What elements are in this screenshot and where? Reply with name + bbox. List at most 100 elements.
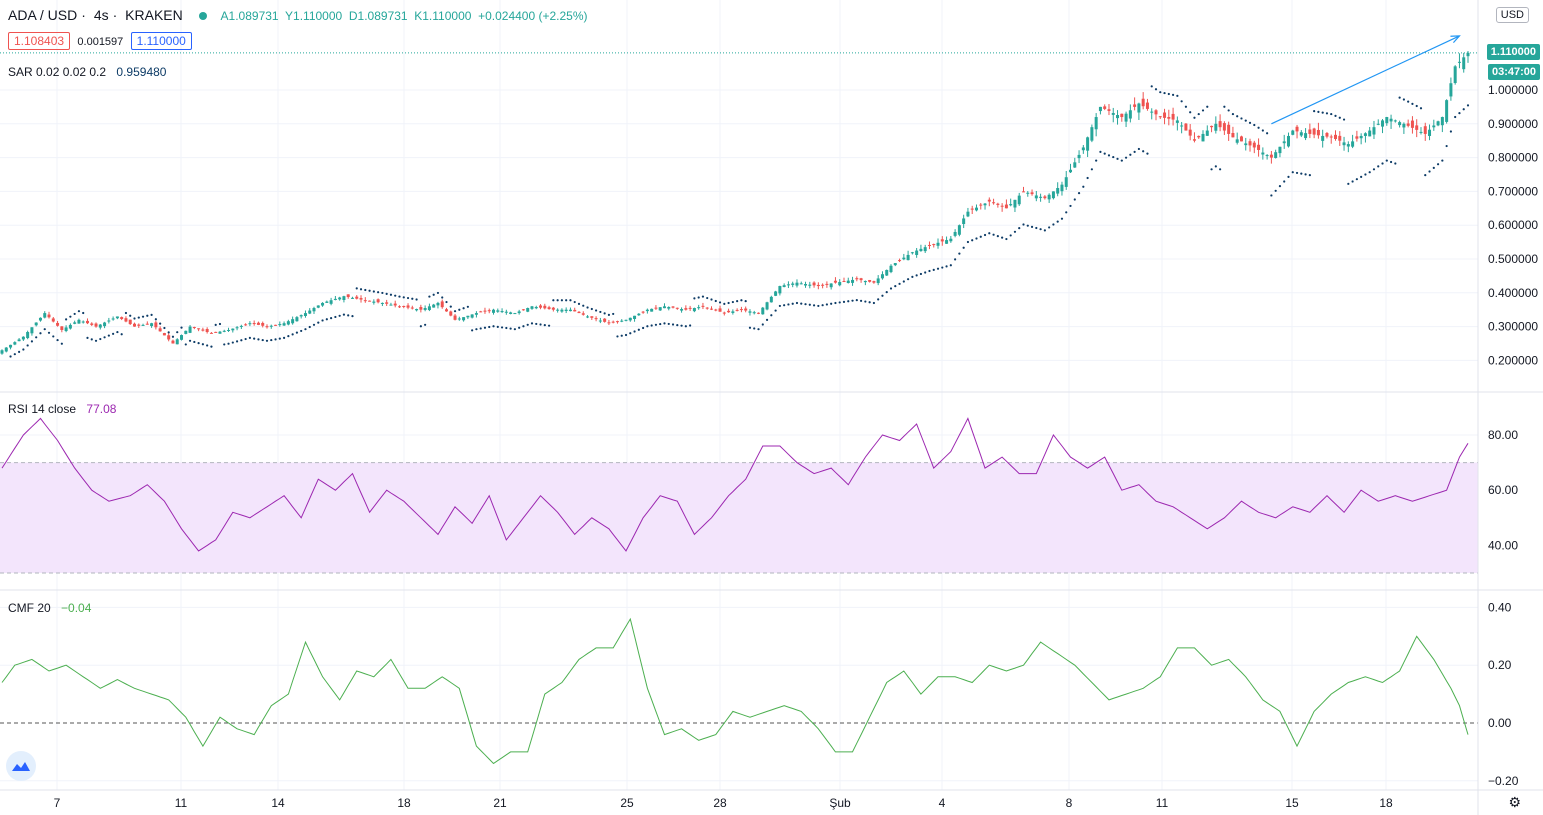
tradingview-logo-icon[interactable] <box>6 751 36 781</box>
candle-body <box>1440 117 1444 126</box>
buy-price-box[interactable]: 1.110000 <box>130 32 192 50</box>
gear-icon[interactable]: ⚙ <box>1508 794 1521 810</box>
sar-dot <box>475 328 478 331</box>
candle-body <box>1009 204 1013 206</box>
candle <box>795 279 799 288</box>
candle-body <box>1423 126 1427 134</box>
candle <box>949 235 953 243</box>
candle <box>1368 126 1372 137</box>
candle <box>769 295 773 303</box>
sar-dot <box>402 296 405 299</box>
sar-dot <box>291 333 294 336</box>
candle-body <box>1030 192 1034 195</box>
sar-dot <box>1154 88 1158 91</box>
sar-dot <box>616 335 619 338</box>
sell-price-box[interactable]: 1.108403 <box>8 32 71 50</box>
candle <box>1252 140 1256 154</box>
candle <box>1039 193 1043 202</box>
candle-body <box>1098 106 1102 112</box>
sar-dot <box>325 318 328 321</box>
candle-body <box>898 260 902 262</box>
candle-body <box>1308 129 1312 134</box>
sar-dot <box>556 299 559 302</box>
sar-label[interactable]: SAR 0.02 0.02 0.2 <box>8 65 107 79</box>
cmf-label[interactable]: CMF 20 <box>8 601 51 615</box>
sar-dot <box>902 280 905 283</box>
price-tick-label: 0.900000 <box>1488 117 1538 131</box>
sar-dot <box>594 309 598 312</box>
candle-body <box>201 329 205 331</box>
sar-dot <box>90 338 93 341</box>
candle <box>1145 98 1149 111</box>
candle <box>1406 119 1410 128</box>
candle-body <box>239 325 243 327</box>
time-tick-label: 11 <box>175 796 188 810</box>
sar-dot <box>565 299 568 302</box>
sar-dot <box>697 296 700 299</box>
candle-body <box>910 252 914 254</box>
rsi-label[interactable]: RSI 14 close <box>8 402 77 416</box>
symbol-legend: ADA / USD · 4s · KRAKEN A1.089731 Y1.11000… <box>8 7 588 23</box>
candle-body <box>1073 162 1077 168</box>
candle-body <box>1137 103 1141 113</box>
candle-body <box>607 322 611 324</box>
price-tick-label: 0.700000 <box>1488 184 1538 198</box>
time-tick-label: 18 <box>397 796 411 810</box>
sar-dot <box>1026 224 1029 227</box>
cmf-axis[interactable]: 0.40 0.20 0.00 −0.20 <box>1488 600 1519 787</box>
sar-dot <box>197 342 200 345</box>
candle <box>64 325 68 333</box>
interval[interactable]: 4s <box>93 7 109 23</box>
sar-dot <box>13 353 16 356</box>
candle-body <box>615 321 619 323</box>
sar-dot <box>1142 150 1145 153</box>
candle <box>838 279 842 287</box>
sar-dot <box>1120 159 1123 162</box>
candle <box>568 307 572 312</box>
price-axis[interactable]: 1.000000 0.900000 0.800000 0.700000 0.600000… <box>1488 83 1538 367</box>
rsi-axis[interactable]: 80.00 60.00 40.00 <box>1488 428 1518 552</box>
candle-body <box>338 297 342 300</box>
sar-dot <box>1248 121 1252 124</box>
currency-button[interactable]: USD <box>1495 7 1529 23</box>
candle <box>462 317 466 322</box>
sar-dot <box>1060 217 1064 220</box>
candle <box>551 306 555 312</box>
sar-dot <box>116 330 119 334</box>
symbol-name[interactable]: ADA / USD <box>8 7 78 23</box>
candle-body <box>1167 116 1171 119</box>
candle <box>974 204 978 212</box>
trend-line-arrow[interactable] <box>1271 35 1461 125</box>
candle <box>427 303 431 312</box>
sar-dot <box>847 300 850 303</box>
sar-dot <box>851 299 854 302</box>
sar-dot <box>389 293 393 296</box>
sar-dot <box>1013 230 1017 233</box>
candle <box>393 300 397 308</box>
sar-dot <box>1133 150 1136 153</box>
candle-body <box>1257 144 1261 150</box>
candle-body <box>799 283 803 285</box>
sar-dot <box>706 296 709 300</box>
candle <box>863 280 867 286</box>
candle-body <box>577 311 581 314</box>
candle <box>1218 114 1222 132</box>
sar-dot <box>253 337 256 340</box>
time-axis[interactable]: 7 11 14 18 21 25 28 Şub 4 8 11 15 18 <box>54 796 1393 810</box>
candle-body <box>1265 155 1269 157</box>
candle <box>607 319 611 326</box>
candle-body <box>432 304 436 308</box>
candle-body <box>876 278 880 284</box>
candle <box>1171 107 1175 126</box>
sar-dot <box>355 287 358 290</box>
price-tick-label: 0.200000 <box>1488 353 1538 367</box>
candle <box>150 322 154 328</box>
candle-body <box>530 306 534 309</box>
candle <box>530 305 534 310</box>
candle-body <box>449 311 453 316</box>
sar-dot <box>513 328 516 331</box>
sar-dot <box>778 304 781 308</box>
candle <box>295 316 299 322</box>
